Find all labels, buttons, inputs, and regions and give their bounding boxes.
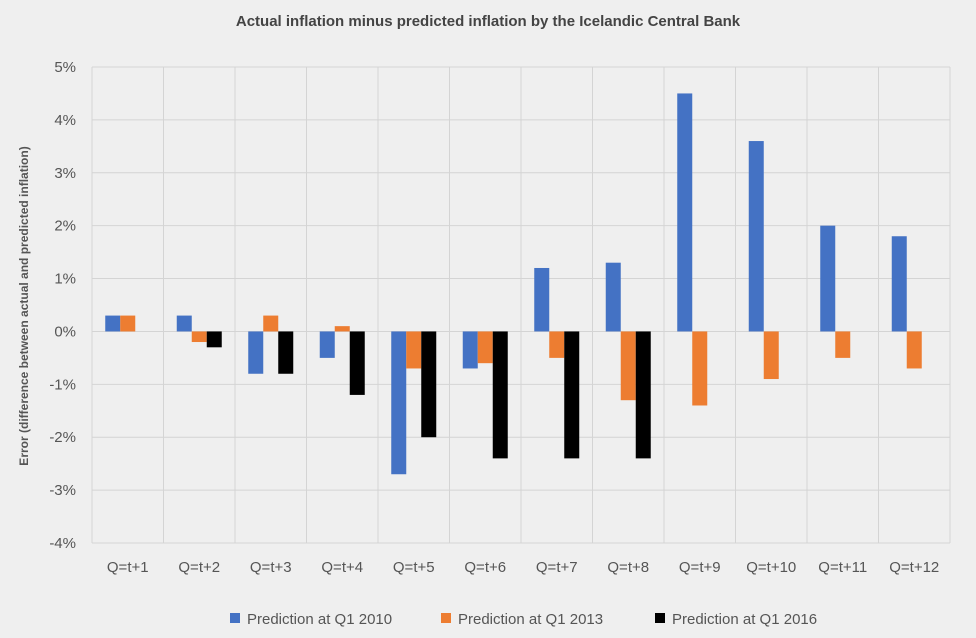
- x-tick-label: Q=t+11: [818, 559, 867, 576]
- bar: [564, 331, 580, 459]
- bar: [635, 331, 651, 459]
- y-tick-label: 5%: [54, 59, 76, 76]
- bar: [248, 331, 264, 374]
- x-tick-label: Q=t+7: [536, 559, 578, 576]
- y-axis-label: Error (difference between actual and pre…: [17, 146, 31, 465]
- bar: [319, 331, 335, 358]
- y-tick-label: -1%: [49, 376, 76, 393]
- chart-title: Actual inflation minus predicted inflati…: [235, 13, 741, 30]
- bar: [391, 331, 407, 475]
- bar: [278, 331, 294, 374]
- bar: [492, 331, 508, 459]
- x-tick-label: Q=t+3: [250, 559, 292, 576]
- bar: [206, 331, 222, 348]
- legend-swatch: [230, 613, 240, 623]
- y-tick-label: 0%: [54, 323, 76, 340]
- bar: [549, 331, 565, 358]
- bar: [692, 331, 708, 406]
- bar: [748, 141, 764, 332]
- y-tick-label: 2%: [54, 218, 76, 235]
- bar: [263, 315, 279, 332]
- legend-swatch: [655, 613, 665, 623]
- legend-swatch: [441, 613, 451, 623]
- x-tick-label: Q=t+2: [178, 559, 220, 576]
- bar: [176, 315, 192, 332]
- y-tick-label: -4%: [49, 535, 76, 552]
- bar: [477, 331, 493, 364]
- bars: [105, 93, 922, 475]
- y-tick-label: -2%: [49, 429, 76, 446]
- y-tick-label: 4%: [54, 112, 76, 129]
- bar: [334, 326, 350, 332]
- x-tick-label: Q=t+8: [607, 559, 649, 576]
- x-tick-label: Q=t+4: [321, 559, 363, 576]
- bar: [620, 331, 636, 401]
- legend-label: Prediction at Q1 2010: [247, 611, 392, 628]
- x-axis-ticks: Q=t+1 Q=t+2 Q=t+3 Q=t+4 Q=t+5 Q=t+6 Q=t+7 Q=t+8…: [107, 559, 939, 576]
- y-axis-ticks: 5% 4% 3% 2% 1% 0% -1% -2% -3% -4%: [49, 59, 76, 552]
- legend: Prediction at Q1 2010 Prediction at Q1 20…: [230, 611, 817, 628]
- x-tick-label: Q=t+6: [464, 559, 506, 576]
- x-tick-label: Q=t+1: [107, 559, 149, 576]
- bar: [421, 331, 437, 438]
- bar: [105, 315, 121, 332]
- x-tick-label: Q=t+10: [746, 559, 796, 576]
- x-tick-label: Q=t+5: [393, 559, 435, 576]
- bar: [605, 262, 621, 332]
- bar: [462, 331, 478, 369]
- bar: [349, 331, 365, 395]
- bar: [906, 331, 922, 369]
- legend-label: Prediction at Q1 2016: [672, 611, 817, 628]
- legend-label: Prediction at Q1 2013: [458, 611, 603, 628]
- gridlines: [91, 66, 951, 544]
- y-tick-label: -3%: [49, 482, 76, 499]
- bar: [677, 93, 693, 332]
- bar: [191, 331, 207, 343]
- bar: [835, 331, 851, 358]
- bar: [891, 236, 907, 332]
- x-tick-label: Q=t+9: [679, 559, 721, 576]
- y-tick-label: 1%: [54, 271, 76, 288]
- x-tick-label: Q=t+12: [889, 559, 939, 576]
- bar: [820, 225, 836, 332]
- bar: [763, 331, 779, 380]
- y-tick-label: 3%: [54, 165, 76, 182]
- bar: [406, 331, 422, 369]
- bar: [120, 315, 136, 332]
- bar: [534, 267, 550, 332]
